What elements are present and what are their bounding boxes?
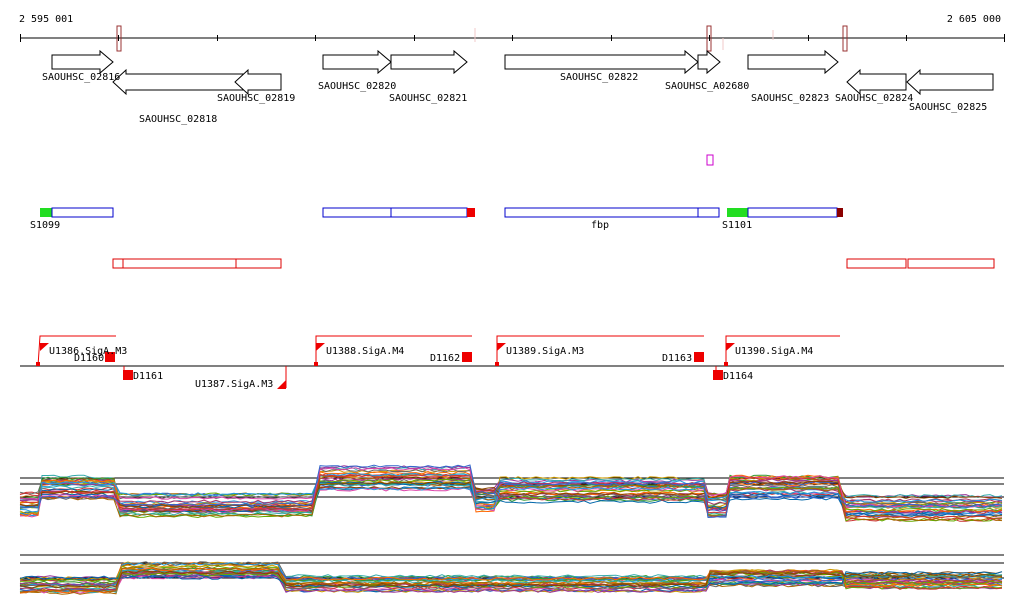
gene-label: SAOUHSC_02825 — [909, 102, 987, 113]
ruler-faint-markers — [474, 28, 774, 50]
site-marker — [116, 25, 122, 52]
gene-arrow[interactable] — [846, 68, 907, 96]
red-feature-track — [112, 258, 995, 269]
terminator-box[interactable] — [123, 370, 133, 380]
terminator-box[interactable] — [694, 352, 704, 362]
green-marker[interactable] — [40, 208, 52, 217]
site-marker — [706, 25, 712, 52]
blue-feature-box[interactable] — [51, 207, 114, 218]
gene-label: SAOUHSC_02818 — [139, 114, 217, 125]
regulatory-track: U1386.SigA.M3 U1387.SigA.M3 U1388.SigA.M… — [20, 335, 1004, 390]
gene-arrow[interactable] — [906, 68, 994, 96]
red-feature-box[interactable] — [235, 258, 282, 269]
terminator-label: D1164 — [723, 371, 753, 382]
expression-profiles — [19, 561, 1003, 595]
promoter-label: U1390.SigA.M4 — [735, 346, 813, 357]
promoter-flag[interactable] — [277, 380, 286, 389]
expression-track-upper — [19, 464, 1004, 522]
terminator-box[interactable] — [462, 352, 472, 362]
blue-feature-box[interactable] — [390, 207, 468, 218]
expression-profiles — [19, 464, 1003, 522]
red-feature-box[interactable] — [846, 258, 907, 269]
terminator-box[interactable] — [105, 352, 115, 362]
site-marker — [842, 25, 848, 52]
green-marker[interactable] — [727, 208, 748, 217]
gene-label: SAOUHSC_02824 — [835, 93, 913, 104]
terminator-label: D1161 — [133, 371, 163, 382]
gene-arrow[interactable] — [112, 68, 249, 96]
gene-label: SAOUHSC_02819 — [217, 93, 295, 104]
feature-label: fbp — [591, 220, 609, 231]
gene-arrow[interactable] — [697, 49, 721, 75]
blue-feature-box[interactable] — [697, 207, 720, 218]
promoter-label: U1387.SigA.M3 — [195, 379, 273, 390]
gene-arrow[interactable] — [234, 68, 282, 96]
feature-label: S1101 — [722, 220, 752, 231]
promoter-flag[interactable] — [316, 343, 325, 351]
promoter-flags — [36, 343, 735, 389]
expression-profile-line — [19, 468, 1003, 511]
gene-arrow[interactable] — [322, 49, 392, 75]
gene-label: SAOUHSC_02820 — [318, 81, 396, 92]
ruler: 2 595 001 2 605 000 — [19, 14, 1005, 52]
gene-label: SAOUHSC_02822 — [560, 72, 638, 83]
ruler-site-markers — [116, 25, 848, 52]
terminator-label: D1162 — [430, 353, 460, 364]
terminator-label: D1160 — [74, 353, 104, 364]
terminator-box[interactable] — [713, 370, 723, 380]
darkred-marker[interactable] — [837, 208, 843, 217]
blue-feature-box[interactable] — [747, 207, 838, 218]
expression-profile-line — [19, 474, 1003, 520]
promoter-label: U1386.SigA.M3 — [49, 346, 127, 357]
magenta-marker[interactable] — [706, 154, 714, 166]
expression-profile-line — [19, 477, 1003, 510]
red-feature-box[interactable] — [907, 258, 995, 269]
gene-arrow[interactable] — [51, 49, 114, 75]
red-feature-box[interactable] — [122, 258, 237, 269]
gene-labels: SAOUHSC_02816 SAOUHSC_02818 SAOUHSC_0281… — [42, 72, 987, 125]
blue-feature-box[interactable] — [504, 207, 699, 218]
gene-arrow[interactable] — [747, 49, 839, 75]
expression-profile-line — [19, 570, 1003, 589]
gene-label: SAOUHSC_A02680 — [665, 81, 749, 92]
gene-label: SAOUHSC_02823 — [751, 93, 829, 104]
promoter-flag[interactable] — [726, 343, 735, 351]
promoter-label: U1389.SigA.M3 — [506, 346, 584, 357]
terminator-boxes — [105, 352, 723, 380]
gene-arrow[interactable] — [504, 49, 699, 75]
expression-profile-line — [19, 480, 1003, 508]
expression-profile-line — [19, 472, 1003, 513]
gene-arrow[interactable] — [390, 49, 468, 75]
gene-label: SAOUHSC_02816 — [42, 72, 120, 83]
expression-track-lower — [19, 554, 1004, 595]
red-feature-box[interactable] — [112, 258, 124, 269]
ruler-end-label: 2 605 000 — [947, 14, 1001, 25]
terminator-label: D1163 — [662, 353, 692, 364]
red-marker[interactable] — [467, 208, 475, 217]
expression-profile-line — [19, 571, 1003, 589]
expression-profile-line — [19, 466, 1003, 512]
gene-label: SAOUHSC_02821 — [389, 93, 467, 104]
ruler-start-label: 2 595 001 — [19, 14, 73, 25]
promoter-flag[interactable] — [40, 343, 49, 351]
promoter-label: U1388.SigA.M4 — [326, 346, 404, 357]
expression-profile-line — [19, 464, 1003, 519]
blue-feature-track: S1099 fbp S1101 — [30, 207, 843, 231]
ruler-ticks — [20, 34, 1005, 42]
gene-track — [51, 49, 994, 96]
blue-feature-box[interactable] — [322, 207, 392, 218]
expression-profile-line — [19, 475, 1003, 519]
expression-profile-line — [19, 566, 1003, 593]
feature-label: S1099 — [30, 220, 60, 231]
promoter-flag[interactable] — [497, 343, 506, 351]
